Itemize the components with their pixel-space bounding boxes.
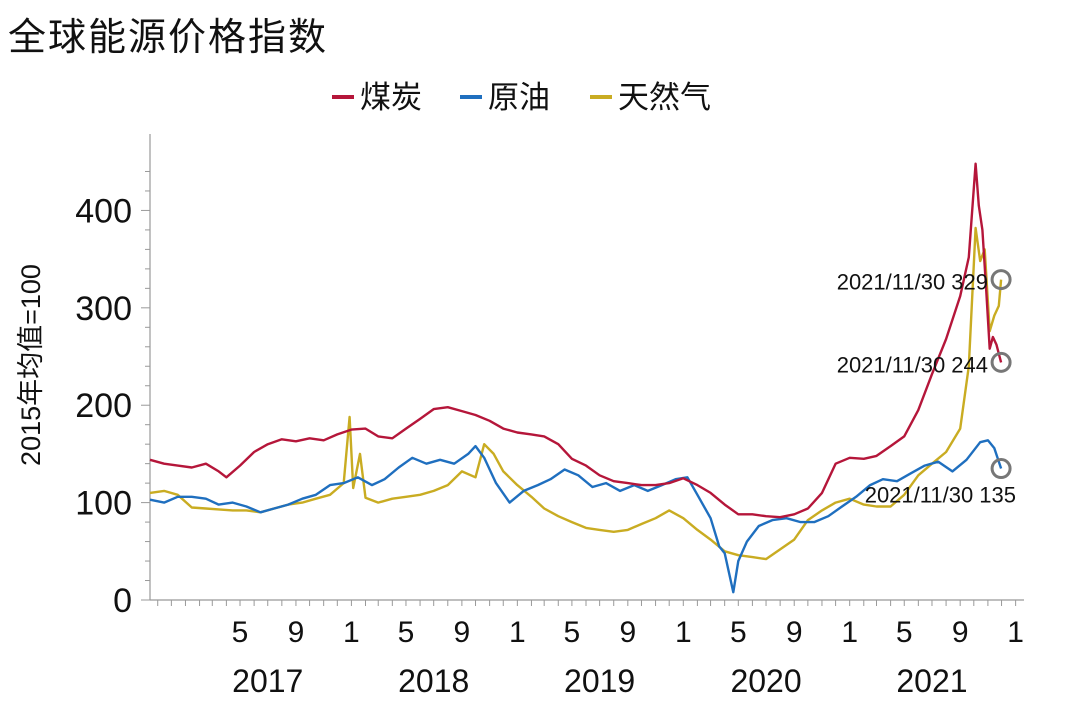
legend-label: 天然气 (618, 80, 711, 116)
x-tick-label: 1 (675, 616, 692, 649)
annotation-marker (990, 351, 1012, 373)
x-year-label: 2020 (730, 663, 801, 699)
legend: 煤炭 原油 天然气 (332, 80, 711, 116)
legend-label: 原油 (488, 80, 550, 116)
series-line-gas (149, 226, 1003, 561)
annotation-label: 2021/11/30 244 (837, 352, 988, 377)
chart-title: 全球能源价格指数 (8, 15, 329, 59)
x-tick-label: 5 (730, 616, 747, 649)
x-year-label: 2019 (564, 663, 635, 699)
annotation-label: 2021/11/30 329 (837, 270, 988, 295)
x-tick-label: 9 (454, 616, 471, 649)
x-axis: 5 9 1 5 9 1 5 9 1 5 9 1 5 9 1 2017 2018 2019 2020 2021 (150, 599, 1024, 699)
x-tick-label: 1 (343, 616, 360, 649)
x-tick-label: 5 (398, 616, 415, 649)
series-line-coal (149, 162, 1003, 519)
x-tick-label: 1 (841, 616, 858, 649)
y-axis-title: 2015年均值=100 (16, 264, 46, 466)
x-tick-label: 9 (619, 616, 636, 649)
x-tick-label: 1 (1007, 616, 1024, 649)
y-tick-label: 100 (75, 485, 132, 523)
y-tick-label: 0 (113, 582, 132, 620)
x-tick-label: 9 (288, 616, 305, 649)
x-tick-label: 9 (786, 616, 803, 649)
y-tick-label: 400 (75, 192, 132, 230)
y-axis: 0 100 200 300 400 (75, 134, 151, 620)
x-year-label: 2021 (896, 663, 967, 699)
x-tick-label: 5 (896, 616, 913, 649)
annotation-layer: 2021/11/30 329 2021/11/30 244 2021/11/30 1… (837, 269, 1016, 508)
series-line-oil (149, 439, 1003, 594)
x-tick-label: 5 (232, 616, 249, 649)
x-year-label: 2018 (398, 663, 469, 699)
series-layer (149, 162, 1003, 594)
annotation-label: 2021/11/30 135 (865, 483, 1016, 508)
annotation-marker (990, 269, 1012, 291)
x-tick-label: 5 (564, 616, 581, 649)
annotation-marker (990, 458, 1012, 480)
x-tick-label: 1 (509, 616, 526, 649)
x-tick-label: 9 (952, 616, 969, 649)
y-tick-label: 300 (75, 290, 132, 328)
legend-label: 煤炭 (360, 80, 422, 116)
x-year-label: 2017 (232, 663, 303, 699)
y-tick-label: 200 (75, 387, 132, 425)
